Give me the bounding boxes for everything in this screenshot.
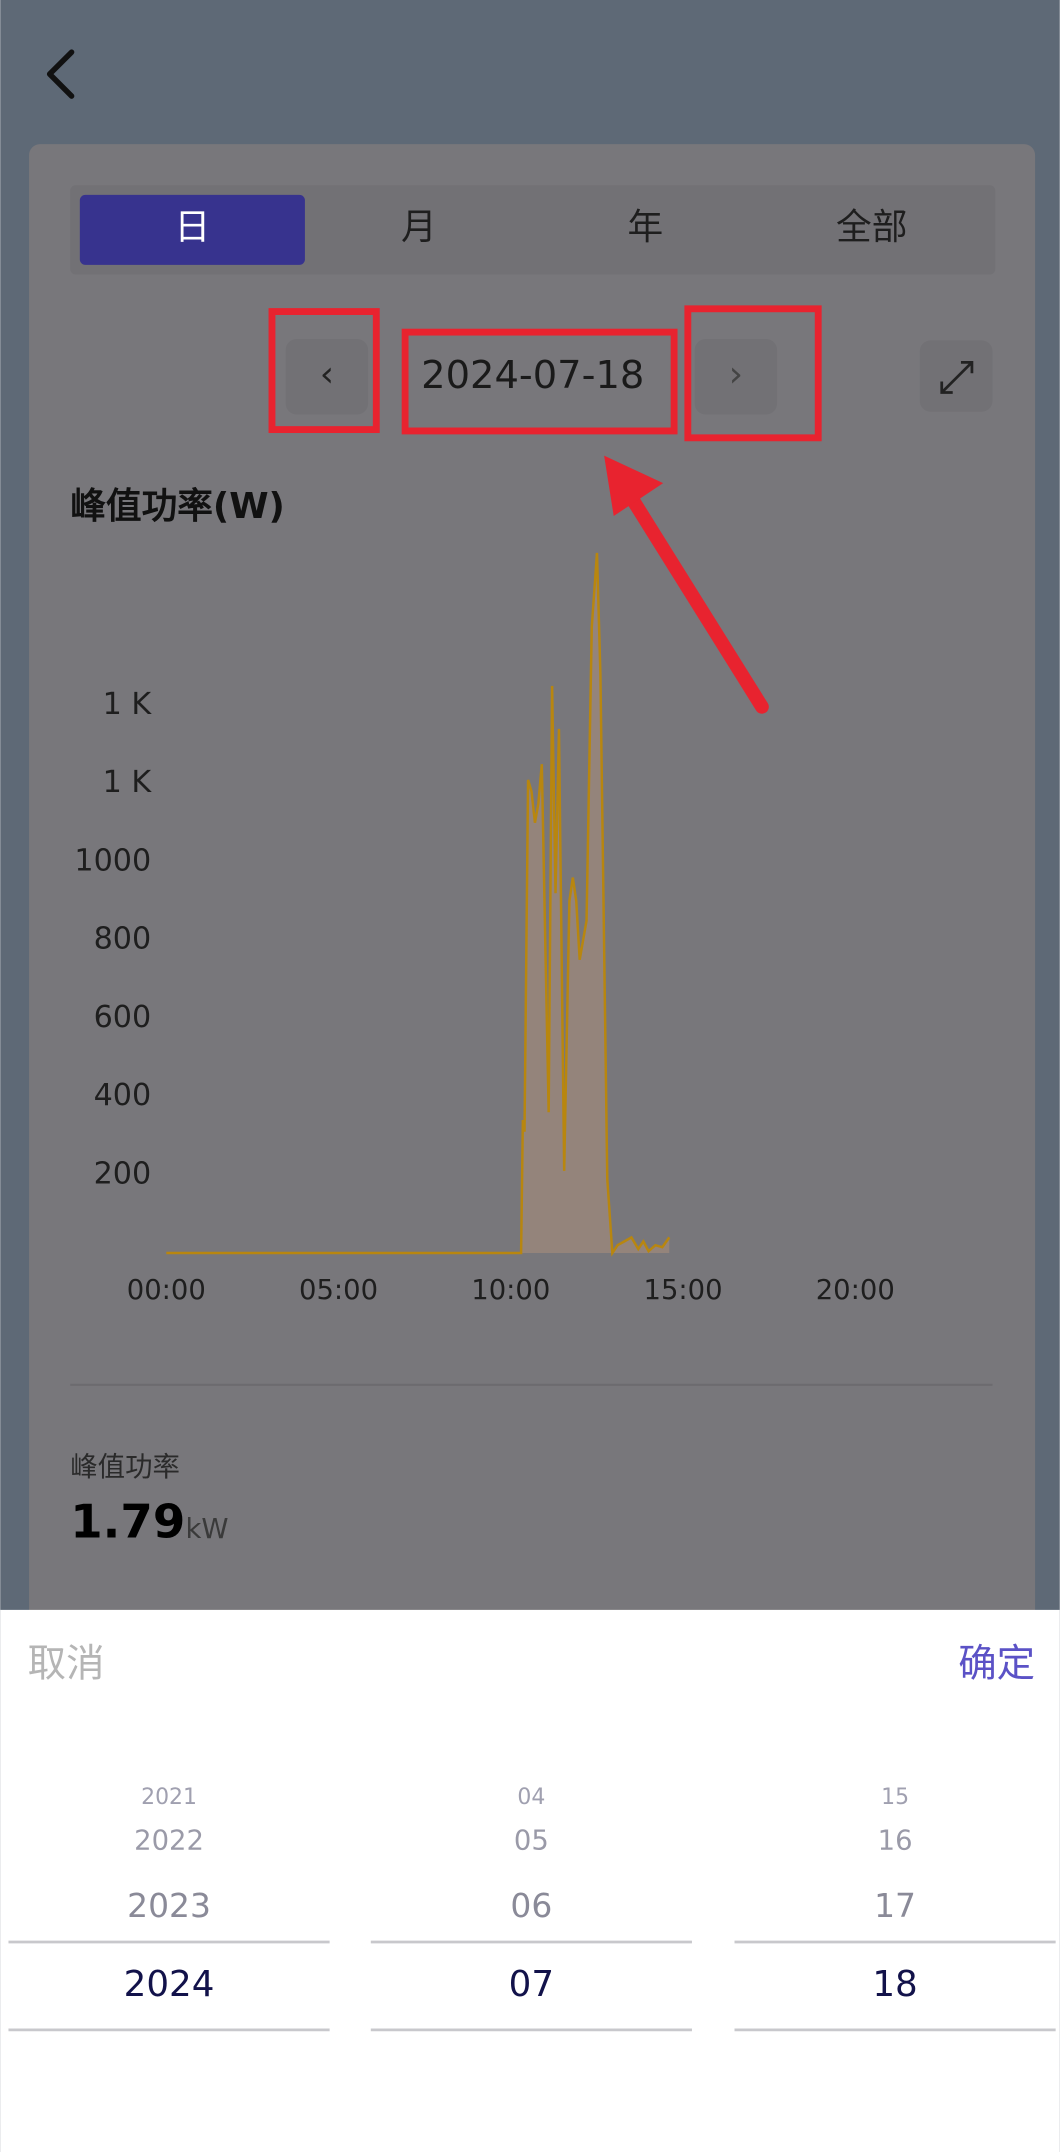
x-tick-label: 15:00 xyxy=(643,1275,722,1306)
tab[interactable]: 月 xyxy=(401,207,437,248)
highlight-box xyxy=(268,308,380,434)
picker-item[interactable]: 17 xyxy=(874,1886,916,1925)
tab[interactable]: 日 xyxy=(175,207,211,248)
active-tab xyxy=(79,194,305,265)
next-icon: › xyxy=(729,354,743,395)
line xyxy=(166,552,671,1257)
highlight-box xyxy=(684,305,822,442)
y-tick-label: 1000 xyxy=(74,843,151,878)
cancel-button[interactable]: 取消 xyxy=(28,1642,105,1687)
picker-item[interactable]: 2021 xyxy=(141,1785,197,1810)
picker-item[interactable]: 15 xyxy=(881,1785,909,1810)
picker-item[interactable]: 18 xyxy=(872,1964,917,2005)
next-button[interactable] xyxy=(694,338,778,415)
picker-item[interactable]: 07 xyxy=(509,1964,554,2005)
picker-item[interactable]: 06 xyxy=(510,1886,552,1925)
picker-item[interactable]: 04 xyxy=(517,1785,545,1810)
x-tick-label: 10:00 xyxy=(471,1275,550,1306)
picker-item[interactable]: 2024 xyxy=(124,1964,215,2005)
area xyxy=(166,552,670,1254)
y-tick-label: 800 xyxy=(94,922,152,957)
stat-unit: kW xyxy=(186,1514,229,1545)
arrow-head xyxy=(604,455,664,517)
arrow xyxy=(627,495,769,714)
stat-label: 峰值功率 xyxy=(70,1452,180,1483)
x-tick-label: 20:00 xyxy=(816,1275,895,1306)
picker-panel xyxy=(0,1609,1060,2152)
highlight-box xyxy=(401,328,678,435)
back-button[interactable] xyxy=(46,49,75,99)
y-tick-label: 1 K xyxy=(103,687,153,722)
y-tick-label: 200 xyxy=(94,1156,152,1191)
picker-item[interactable]: 2022 xyxy=(134,1825,204,1856)
y-tick-label: 400 xyxy=(94,1078,152,1113)
prev-button[interactable] xyxy=(285,338,369,415)
picker-item[interactable]: 2023 xyxy=(127,1886,211,1925)
picker-item[interactable]: 16 xyxy=(878,1825,913,1856)
stat-value: 1.79 xyxy=(70,1495,185,1549)
y-tick-label: 1 K xyxy=(103,765,153,800)
date[interactable]: 2024-07-18 xyxy=(421,353,644,398)
confirm-button[interactable]: 确定 xyxy=(958,1642,1035,1687)
chart-title: 峰值功率(W) xyxy=(70,486,285,527)
y-tick-label: 600 xyxy=(94,1000,152,1035)
expand-button[interactable] xyxy=(919,340,993,412)
picker-item[interactable]: 05 xyxy=(514,1825,549,1856)
tab[interactable]: 全部 xyxy=(836,207,907,248)
expand-icon xyxy=(940,360,974,394)
x-tick-label: 05:00 xyxy=(299,1275,378,1306)
tab[interactable]: 年 xyxy=(627,207,663,248)
prev-icon: ‹ xyxy=(320,354,334,395)
x-tick-label: 00:00 xyxy=(127,1275,206,1306)
